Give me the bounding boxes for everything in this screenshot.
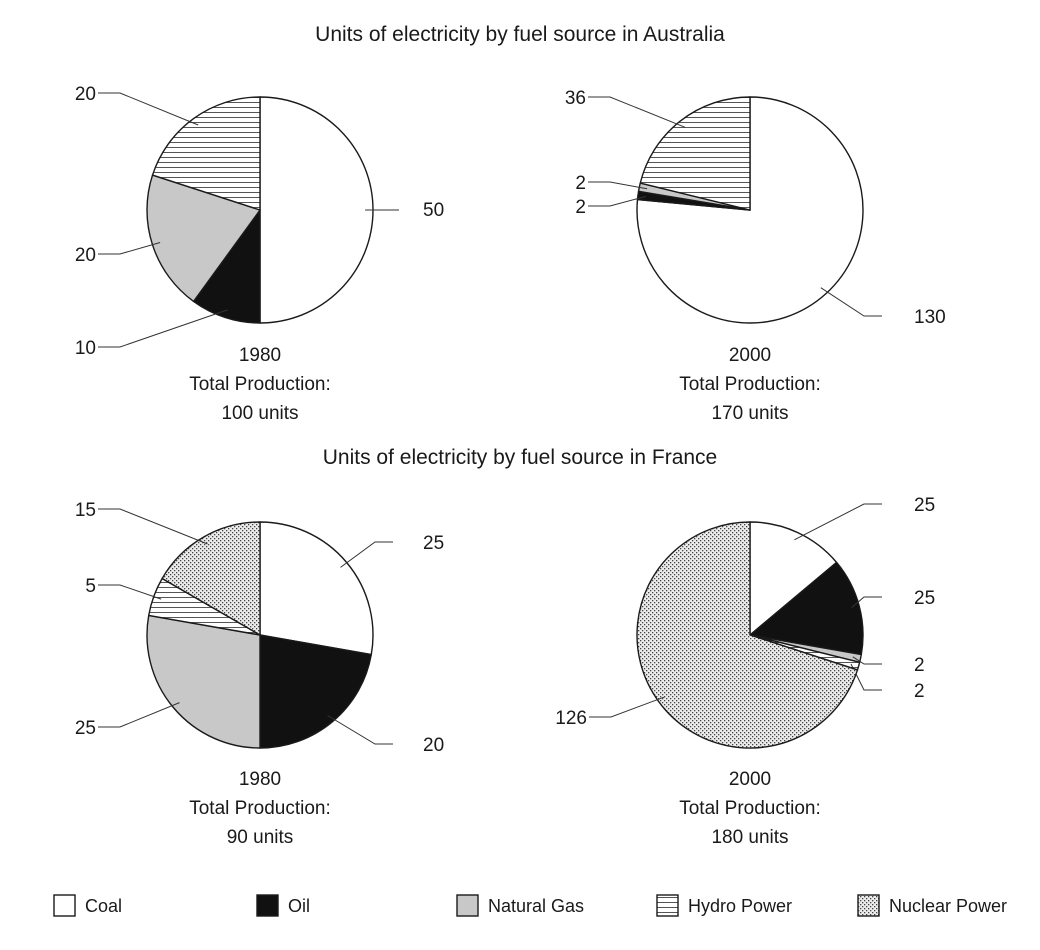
pie-slice-france-1980-coal bbox=[259, 521, 374, 656]
data-label-france-1980-natural-gas: 25 bbox=[75, 718, 96, 739]
leader-line-australia-2000-natural-gas bbox=[588, 181, 648, 190]
data-label-france-1980-hydro: 5 bbox=[85, 576, 96, 597]
legend-swatch-hydro bbox=[656, 894, 679, 917]
australia-2000-total-value: 170 units bbox=[711, 403, 788, 424]
leader-line-australia-1980-natural-gas bbox=[98, 242, 161, 255]
data-label-france-2000-oil: 25 bbox=[914, 588, 935, 609]
data-label-australia-2000-oil: 2 bbox=[575, 197, 586, 218]
data-label-france-1980-coal: 25 bbox=[423, 533, 444, 554]
australia-1980-year: 1980 bbox=[239, 345, 281, 366]
leader-line-france-1980-nuclear bbox=[98, 508, 208, 545]
leader-line-france-2000-oil bbox=[851, 596, 882, 609]
france-1980-total-value: 90 units bbox=[227, 827, 294, 848]
france-2000-total-label: Total Production: bbox=[679, 798, 821, 819]
pie-slice-france-1980-nuclear bbox=[161, 521, 261, 636]
data-label-australia-2000-natural-gas: 2 bbox=[575, 173, 586, 194]
australia-section-title: Units of electricity by fuel source in A… bbox=[315, 23, 725, 46]
pie-slice-france-1980-oil bbox=[259, 634, 372, 749]
france-2000-year: 2000 bbox=[729, 769, 771, 790]
legend-swatch-nuclear bbox=[857, 894, 880, 917]
legend: Coal Oil Natural Gas Hydro Power Nuclear… bbox=[53, 894, 1007, 917]
leader-line-france-1980-natural-gas bbox=[98, 702, 180, 728]
pie-france-2000: 25 25 2 2 126 bbox=[555, 495, 935, 749]
leader-line-france-2000-nuclear bbox=[589, 696, 666, 718]
france-1980-total-label: Total Production: bbox=[189, 798, 331, 819]
leader-line-france-1980-hydro bbox=[98, 584, 162, 600]
data-label-france-1980-oil: 20 bbox=[423, 735, 444, 756]
pie-france-1980: 25 20 25 5 15 bbox=[75, 500, 444, 756]
leader-line-australia-2000-coal bbox=[820, 287, 882, 317]
pie-australia-1980: 50 10 20 20 bbox=[75, 84, 444, 359]
leader-line-australia-1980-oil bbox=[98, 309, 228, 348]
leader-line-france-2000-natural-gas bbox=[852, 656, 882, 665]
data-label-australia-1980-natural-gas: 20 bbox=[75, 245, 96, 266]
data-label-australia-2000-coal: 130 bbox=[914, 307, 946, 328]
pie-slice-france-1980-natural-gas bbox=[146, 614, 261, 749]
legend-label-nuclear: Nuclear Power bbox=[889, 896, 1007, 916]
australia-2000-year: 2000 bbox=[729, 345, 771, 366]
australia-1980-total-value: 100 units bbox=[221, 403, 298, 424]
legend-label-natural-gas: Natural Gas bbox=[488, 896, 584, 916]
pie-slice-france-2000-coal bbox=[749, 521, 838, 636]
legend-swatch-oil bbox=[256, 894, 279, 917]
legend-swatch-natural-gas bbox=[456, 894, 479, 917]
legend-label-coal: Coal bbox=[85, 896, 122, 916]
france-section-title: Units of electricity by fuel source in F… bbox=[323, 446, 718, 469]
leader-line-france-1980-coal bbox=[340, 541, 393, 568]
data-label-australia-2000-hydro: 36 bbox=[565, 88, 586, 109]
data-label-france-2000-nuclear: 126 bbox=[555, 708, 587, 729]
pie-slice-australia-2000-coal bbox=[636, 96, 864, 324]
leader-line-france-2000-coal bbox=[794, 503, 882, 541]
captions-group: 1980 Total Production: 100 units 2000 To… bbox=[189, 345, 821, 848]
pie-slice-australia-2000-hydro bbox=[639, 96, 751, 211]
data-label-france-2000-natural-gas: 2 bbox=[914, 655, 925, 676]
australia-2000-total-label: Total Production: bbox=[679, 374, 821, 395]
data-label-france-2000-coal: 25 bbox=[914, 495, 935, 516]
data-label-australia-1980-oil: 10 bbox=[75, 338, 96, 359]
leader-line-france-1980-oil bbox=[327, 715, 393, 745]
pie-slice-australia-1980-coal bbox=[259, 96, 374, 324]
legend-swatch-coal bbox=[53, 894, 76, 917]
france-2000-total-value: 180 units bbox=[711, 827, 788, 848]
data-label-australia-1980-hydro: 20 bbox=[75, 84, 96, 105]
pie-australia-2000: 130 2 2 36 bbox=[565, 88, 946, 328]
legend-label-oil: Oil bbox=[288, 896, 310, 916]
leader-line-australia-2000-hydro bbox=[588, 96, 686, 128]
pie-slice-australia-1980-oil bbox=[192, 209, 261, 324]
leader-line-australia-1980-hydro bbox=[98, 92, 199, 126]
data-label-france-1980-nuclear: 15 bbox=[75, 500, 96, 521]
pie-slice-france-2000-oil bbox=[749, 561, 864, 656]
pie-slice-australia-1980-hydro bbox=[151, 96, 261, 211]
pies-group: 50 10 20 20 130 2 2 36 25 20 25 5 15 25 25 2 2 126 bbox=[75, 84, 946, 756]
pie-slice-france-2000-nuclear bbox=[636, 521, 859, 749]
data-label-france-2000-hydro: 2 bbox=[914, 681, 925, 702]
france-1980-year: 1980 bbox=[239, 769, 281, 790]
australia-1980-total-label: Total Production: bbox=[189, 374, 331, 395]
leader-line-australia-2000-oil bbox=[588, 195, 646, 207]
data-label-australia-1980-coal: 50 bbox=[423, 200, 444, 221]
legend-label-hydro: Hydro Power bbox=[688, 896, 792, 916]
